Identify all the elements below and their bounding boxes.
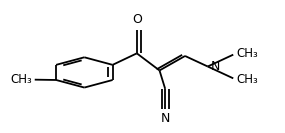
Text: CH₃: CH₃ (11, 73, 32, 86)
Text: CH₃: CH₃ (237, 47, 258, 60)
Text: N: N (160, 112, 170, 125)
Text: O: O (132, 13, 142, 26)
Text: N: N (211, 60, 221, 73)
Text: CH₃: CH₃ (237, 73, 258, 86)
